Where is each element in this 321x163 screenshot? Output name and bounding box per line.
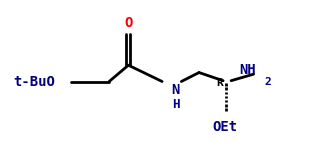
Text: R: R <box>216 78 223 88</box>
Text: NH: NH <box>239 63 256 77</box>
Text: N: N <box>172 83 180 97</box>
Text: OEt: OEt <box>212 120 237 134</box>
Text: H: H <box>172 98 179 111</box>
Text: t-BuO: t-BuO <box>13 74 55 89</box>
Text: O: O <box>124 16 133 30</box>
Text: 2: 2 <box>265 77 272 87</box>
